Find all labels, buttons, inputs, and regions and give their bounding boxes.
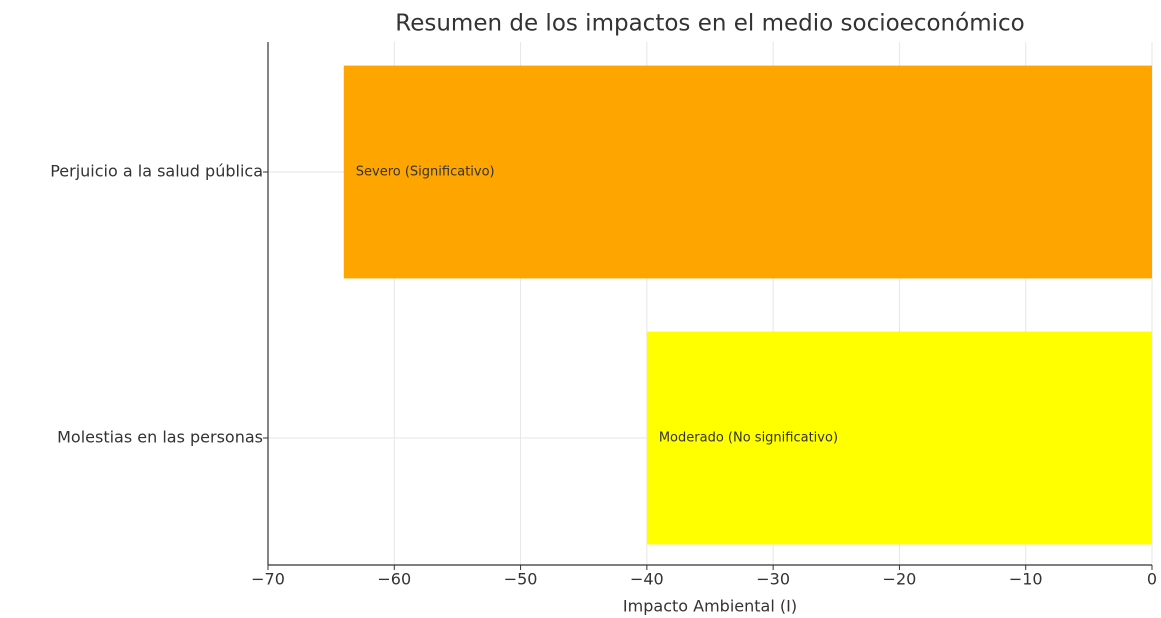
chart-title: Resumen de los impactos en el medio soci… bbox=[395, 11, 1024, 37]
x-tick-label: −70 bbox=[251, 570, 285, 589]
y-tick-label: Molestias en las personas bbox=[57, 428, 263, 447]
x-tick-label: −60 bbox=[377, 570, 411, 589]
x-tick-label: −20 bbox=[883, 570, 917, 589]
x-tick-label: −40 bbox=[630, 570, 664, 589]
x-axis-label: Impacto Ambiental (I) bbox=[623, 597, 797, 616]
bar-annotation: Severo (Significativo) bbox=[356, 165, 495, 180]
bar bbox=[343, 65, 1152, 279]
x-tick-label: 0 bbox=[1147, 570, 1157, 589]
bar-annotation: Moderado (No significativo) bbox=[659, 431, 838, 446]
x-tick-label: −50 bbox=[504, 570, 538, 589]
y-tick-label: Perjuicio a la salud pública bbox=[50, 162, 263, 181]
x-tick-label: −30 bbox=[756, 570, 790, 589]
bar bbox=[646, 331, 1152, 545]
x-tick-label: −10 bbox=[1009, 570, 1043, 589]
